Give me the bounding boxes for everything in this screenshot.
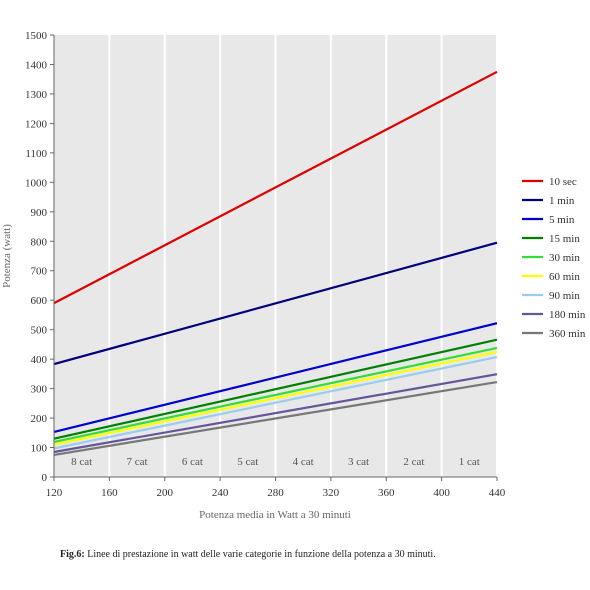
category-labels: 8 cat 7 cat 6 cat 5 cat 4 cat 3 cat 2 cat 1 cat: [71, 456, 480, 468]
y-ticks: 0 100 200 300 400 500 600 700 800 900 1000 1100 1200…: [25, 30, 54, 484]
category-label: 1 cat: [459, 456, 480, 468]
grid: [108, 35, 498, 477]
legend-label: 90 min: [549, 290, 580, 302]
x-tick-label: 160: [101, 487, 118, 499]
x-tick-label: 200: [157, 487, 174, 499]
x-tick-label: 440: [489, 487, 506, 499]
y-tick-label: 200: [31, 413, 48, 425]
caption-prefix: Fig.6:: [60, 549, 85, 560]
series-line-30-min: [53, 346, 498, 443]
legend-label: 60 min: [549, 271, 580, 283]
series-line-360-min: [53, 381, 498, 456]
x-ticks: 120 160 200 240 280 320 360 400 440: [46, 477, 506, 499]
y-tick-label: 600: [31, 295, 48, 307]
legend-label: 360 min: [549, 328, 586, 340]
category-label: 8 cat: [71, 456, 92, 468]
x-tick-label: 280: [267, 487, 284, 499]
series-line-90-min: [53, 356, 498, 450]
y-tick-label: 300: [31, 384, 48, 396]
y-tick-label: 1300: [25, 89, 48, 101]
figure-caption: Fig.6: Linee di prestazione in watt dell…: [60, 549, 530, 560]
category-label: 2 cat: [403, 456, 424, 468]
series-lines: [53, 70, 498, 456]
x-tick-label: 400: [433, 487, 450, 499]
x-tick-label: 360: [378, 487, 395, 499]
legend: 10 sec 1 min 5 min 15 min 30 min 60 min 90 min…: [522, 176, 586, 340]
y-tick-label: 1500: [25, 30, 48, 42]
category-label: 4 cat: [293, 456, 314, 468]
series-line-1-min: [53, 241, 498, 366]
y-tick-label: 1400: [25, 59, 48, 71]
x-tick-label: 240: [212, 487, 229, 499]
series-line-5-min: [53, 322, 498, 433]
legend-label: 5 min: [549, 214, 575, 226]
y-tick-label: 500: [31, 325, 48, 337]
y-tick-label: 100: [31, 443, 48, 455]
y-tick-label: 1200: [25, 118, 48, 130]
series-line-15-min: [53, 338, 498, 440]
legend-label: 1 min: [549, 195, 575, 207]
y-tick-label: 1000: [25, 177, 48, 189]
category-label: 3 cat: [348, 456, 369, 468]
x-axis-title: Potenza media in Watt a 30 minuti: [199, 509, 351, 521]
y-tick-label: 900: [31, 207, 48, 219]
y-tick-label: 700: [31, 266, 48, 278]
x-tick-label: 120: [46, 487, 63, 499]
y-tick-label: 1100: [25, 148, 47, 160]
series-line-60-min: [53, 350, 498, 446]
series-line-10-sec: [53, 70, 498, 305]
category-label: 7 cat: [127, 456, 148, 468]
legend-label: 10 sec: [549, 176, 577, 188]
y-tick-label: 800: [31, 236, 48, 248]
y-tick-label: 0: [42, 472, 48, 484]
category-label: 5 cat: [237, 456, 258, 468]
series-line-180-min: [53, 373, 498, 454]
legend-label: 180 min: [549, 309, 586, 321]
x-tick-label: 320: [323, 487, 340, 499]
category-label: 6 cat: [182, 456, 203, 468]
y-axis-title: Potenza (watt): [1, 224, 13, 288]
legend-label: 15 min: [549, 233, 580, 245]
caption-text: Linee di prestazione in watt delle varie…: [84, 549, 436, 560]
legend-label: 30 min: [549, 252, 580, 264]
chart: 8 cat 7 cat 6 cat 5 cat 4 cat 3 cat 2 cat 1 cat…: [1, 30, 586, 521]
y-tick-label: 400: [31, 354, 48, 366]
